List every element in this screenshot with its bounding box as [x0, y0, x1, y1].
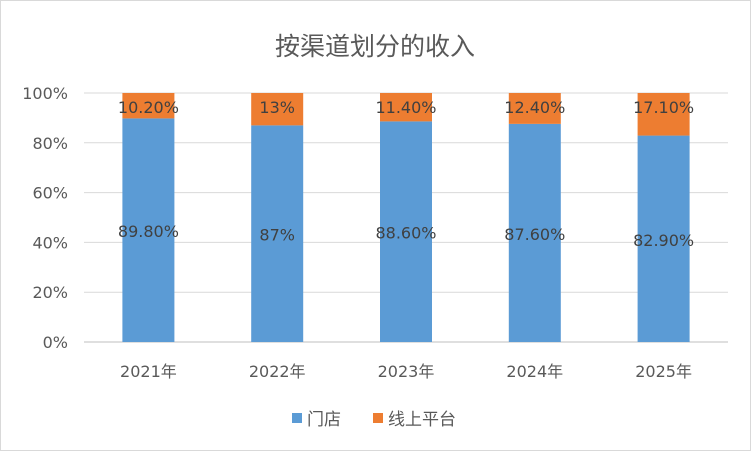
bar-online — [508, 93, 561, 124]
bar-store — [508, 123, 561, 342]
y-tick-label: 60% — [32, 184, 68, 203]
chart-title: 按渠道划分的收入 — [275, 32, 475, 61]
data-label: 10.20% — [118, 98, 179, 117]
legend-label: 门店 — [307, 410, 341, 430]
bar-store — [380, 121, 432, 342]
bar-online — [380, 93, 432, 122]
y-tick-label: 0% — [43, 333, 68, 352]
x-tick-label: 2024年 — [506, 362, 563, 381]
data-label: 87.60% — [504, 225, 565, 244]
x-tick-label: 2025年 — [635, 362, 692, 381]
data-label: 89.80% — [118, 222, 179, 241]
data-label: 82.90% — [633, 231, 694, 250]
data-label: 17.10% — [633, 98, 694, 117]
y-tick-label: 100% — [22, 84, 68, 103]
bar-store — [637, 135, 690, 342]
y-tick-label: 40% — [32, 233, 68, 252]
legend-swatch — [373, 413, 383, 423]
legend-swatch — [292, 413, 302, 423]
x-tick-label: 2023年 — [378, 362, 435, 381]
bar-store — [122, 118, 175, 342]
data-label: 11.40% — [375, 98, 436, 117]
data-label: 13% — [259, 98, 295, 117]
x-tick-label: 2021年 — [120, 362, 177, 381]
bar-online — [637, 93, 690, 136]
bar-online — [251, 93, 304, 126]
y-tick-label: 80% — [32, 134, 68, 153]
y-tick-label: 20% — [32, 283, 68, 302]
bar-online — [122, 93, 175, 119]
data-label: 12.40% — [504, 98, 565, 117]
x-tick-label: 2022年 — [249, 362, 306, 381]
bar-store — [251, 125, 304, 343]
data-label: 87% — [259, 226, 295, 245]
legend-label: 线上平台 — [388, 410, 456, 430]
data-label: 88.60% — [375, 224, 436, 243]
